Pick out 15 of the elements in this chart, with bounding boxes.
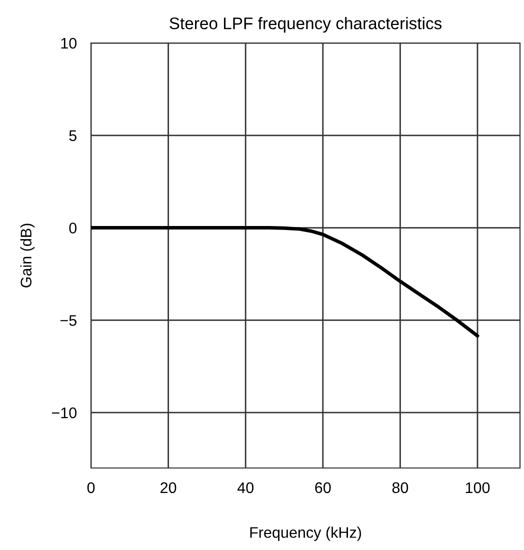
x-tick-label: 60 xyxy=(315,482,331,494)
x-tick-label: 40 xyxy=(237,482,254,494)
x-axis-title: Frequency (kHz) xyxy=(250,526,362,541)
x-tick-label: 20 xyxy=(160,482,176,494)
x-tick-label: 0 xyxy=(87,482,95,494)
y-tick-label: 5 xyxy=(69,130,76,142)
y-tick-label: 0 xyxy=(69,222,77,234)
chart-title: Stereo LPF frequency characteristics xyxy=(170,17,442,33)
x-tick-label: 100 xyxy=(466,482,490,494)
y-tick-label: 10 xyxy=(61,38,77,49)
y-axis-title: Gain (dB) xyxy=(20,224,35,288)
y-tick-label: −5 xyxy=(60,315,76,326)
line-series xyxy=(91,226,480,338)
x-tick-label: 80 xyxy=(392,482,408,494)
y-tick-label: −10 xyxy=(52,407,77,418)
